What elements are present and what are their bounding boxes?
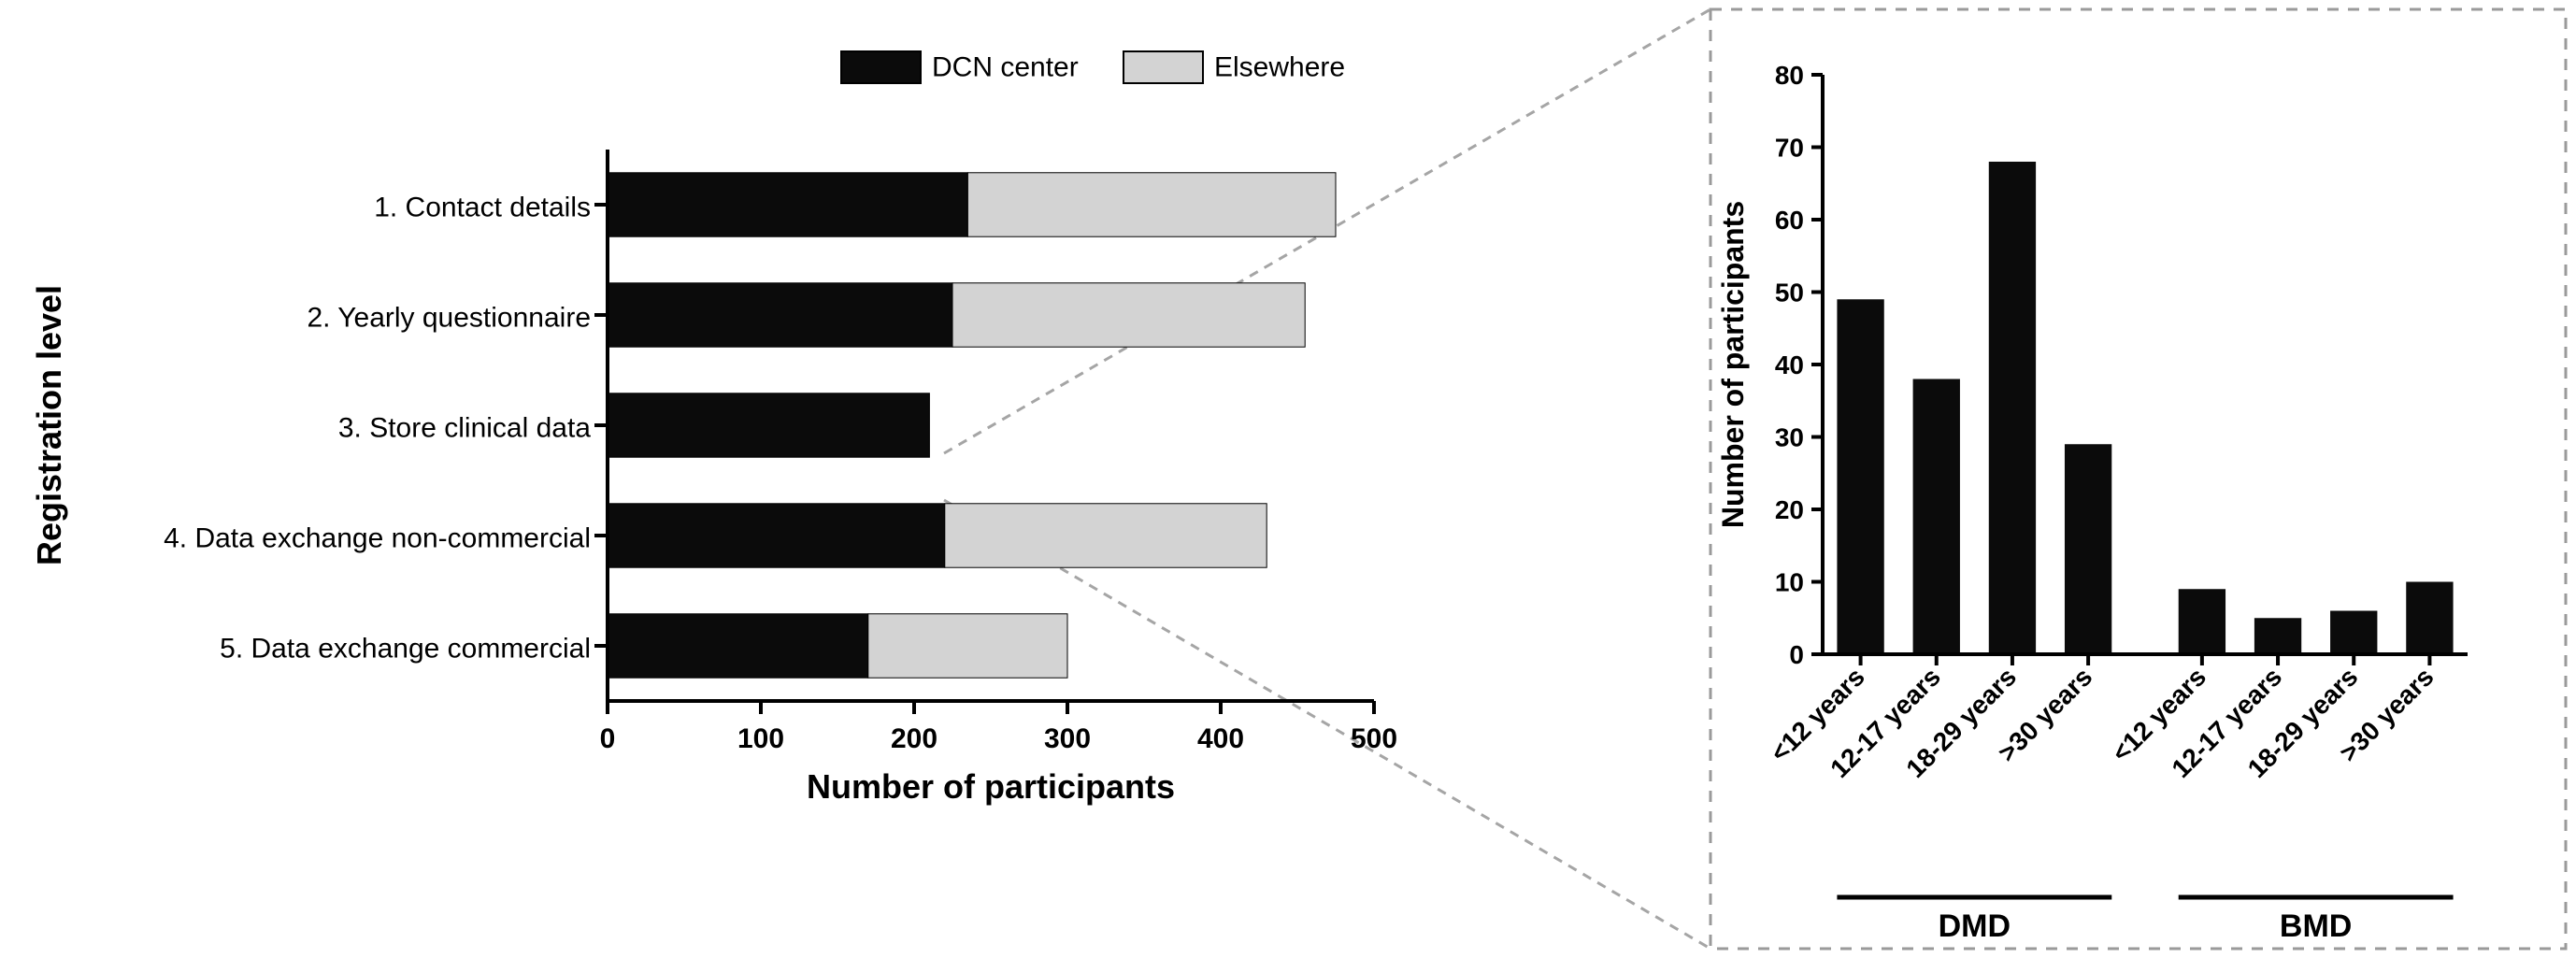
figure-root: DCN center Elsewhere 1. Contact details 2. … bbox=[0, 0, 2576, 958]
right-yticklabel-10: 10 bbox=[1775, 567, 1804, 596]
right-yticklabel-30: 30 bbox=[1775, 422, 1804, 451]
right-yticklabel-40: 40 bbox=[1775, 350, 1804, 379]
left-xticklabel-100: 100 bbox=[737, 723, 784, 754]
left-xticklabel-0: 0 bbox=[600, 723, 616, 754]
right-ylabel: Number of participants bbox=[1716, 201, 1750, 528]
figure-svg: DCN center Elsewhere 1. Contact details 2. … bbox=[0, 0, 2576, 958]
left-xticklabel-400: 400 bbox=[1197, 723, 1244, 754]
left-bar-dcn-3 bbox=[608, 504, 945, 567]
left-bar-else-0 bbox=[967, 173, 1336, 236]
left-category-3: 4. Data exchange non-commercial bbox=[164, 522, 591, 553]
legend-swatch-dcn bbox=[841, 51, 921, 83]
group-label-1: BMD bbox=[2280, 908, 2352, 944]
left-category-1: 2. Yearly questionnaire bbox=[307, 302, 591, 333]
right-yticklabel-70: 70 bbox=[1775, 133, 1804, 162]
right-bar-2 bbox=[1989, 162, 2036, 654]
left-bar-else-3 bbox=[945, 504, 1267, 567]
left-bar-dcn-0 bbox=[608, 173, 967, 236]
right-bar-4 bbox=[2179, 589, 2225, 654]
group-label-0: DMD bbox=[1939, 908, 2011, 944]
left-ylabel: Registration level bbox=[30, 285, 68, 565]
left-category-0: 1. Contact details bbox=[374, 192, 591, 222]
right-yticklabel-60: 60 bbox=[1775, 206, 1804, 235]
right-bar-5 bbox=[2254, 618, 2301, 654]
right-bar-1 bbox=[1913, 379, 1960, 655]
left-xticklabel-300: 300 bbox=[1044, 723, 1091, 754]
left-category-2: 3. Store clinical data bbox=[338, 412, 591, 443]
left-xlabel: Number of participants bbox=[807, 767, 1175, 806]
right-yticklabel-20: 20 bbox=[1775, 495, 1804, 524]
right-bar-0 bbox=[1837, 299, 1883, 654]
left-bar-dcn-2 bbox=[608, 393, 929, 457]
right-bar-7 bbox=[2406, 582, 2453, 655]
right-yticklabel-80: 80 bbox=[1775, 61, 1804, 90]
left-bar-dcn-1 bbox=[608, 283, 952, 347]
right-yticklabel-0: 0 bbox=[1789, 640, 1804, 669]
right-yticklabel-50: 50 bbox=[1775, 278, 1804, 307]
left-bar-dcn-4 bbox=[608, 614, 868, 678]
legend-swatch-else bbox=[1123, 51, 1203, 83]
right-bar-6 bbox=[2330, 611, 2377, 655]
legend-label-dcn: DCN center bbox=[932, 52, 1079, 83]
left-xticklabel-500: 500 bbox=[1351, 723, 1397, 754]
right-bar-3 bbox=[2065, 444, 2111, 654]
left-bar-else-1 bbox=[952, 283, 1305, 347]
legend-label-else: Elsewhere bbox=[1214, 52, 1345, 83]
left-xticklabel-200: 200 bbox=[891, 723, 937, 754]
left-bar-else-4 bbox=[868, 614, 1067, 678]
left-category-4: 5. Data exchange commercial bbox=[220, 633, 591, 664]
